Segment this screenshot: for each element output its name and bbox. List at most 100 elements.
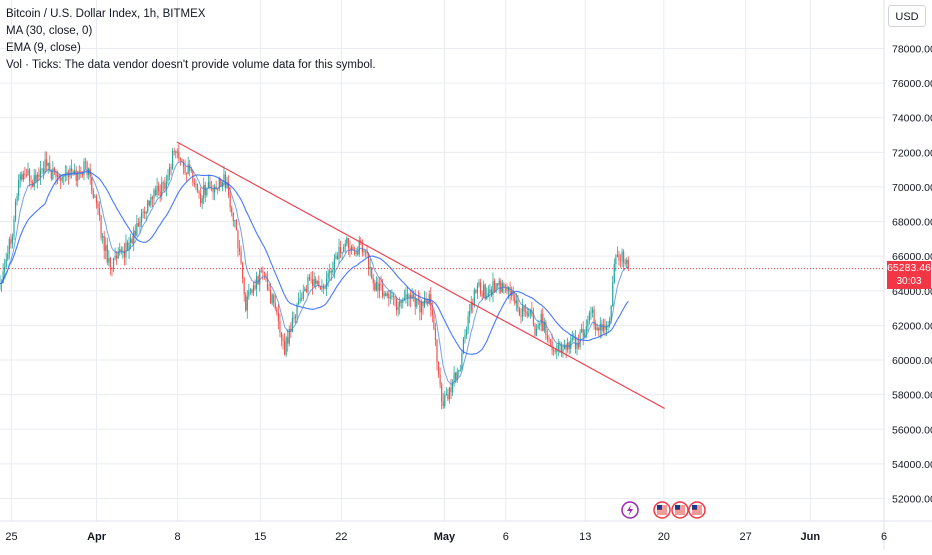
candle-body: [336, 255, 339, 259]
candle-body: [270, 289, 272, 304]
candle-body: [473, 289, 475, 306]
candle-body: [613, 263, 615, 283]
candle-body: [540, 313, 542, 325]
x-tick-label: 22: [335, 531, 347, 543]
candle-body: [419, 300, 421, 313]
candle-body: [453, 372, 455, 383]
candle-body: [154, 189, 157, 196]
candle-body: [170, 167, 172, 169]
candle-body: [235, 219, 237, 231]
candle-body: [343, 246, 345, 252]
candle-body: [383, 293, 385, 297]
candle-body: [190, 170, 192, 171]
candle-body: [237, 230, 239, 249]
ma-indicator-label[interactable]: MA (30, close, 0): [6, 25, 93, 37]
y-tick-label: 62000.00: [892, 320, 932, 332]
candle-body: [484, 284, 486, 300]
candle-body: [279, 321, 281, 333]
candle-body: [371, 267, 373, 279]
candle-body: [596, 327, 598, 330]
candle-body: [450, 387, 452, 393]
candle-body: [91, 177, 93, 191]
candle-body: [427, 301, 429, 304]
candle-body: [626, 260, 628, 264]
candle-body: [47, 162, 49, 166]
candle-body: [441, 384, 443, 402]
candle-body: [50, 170, 52, 179]
candle-body: [571, 337, 573, 341]
candle-body: [105, 245, 107, 251]
candle-body: [217, 188, 219, 190]
candle-body: [605, 326, 608, 331]
candle-body: [204, 185, 206, 196]
candle-body: [434, 329, 437, 340]
candle-body: [4, 266, 6, 272]
candle-body: [588, 313, 591, 321]
candle-body: [500, 280, 502, 293]
trendline[interactable]: [176, 141, 665, 409]
candle-body: [324, 288, 326, 290]
candle-body: [433, 315, 435, 330]
symbol-title[interactable]: Bitcoin / U.S. Dollar Index, 1h, BITMEX: [6, 8, 206, 20]
candle-body: [591, 309, 594, 313]
candle-body: [274, 303, 276, 309]
candle-body: [207, 181, 209, 189]
candle-body: [414, 296, 416, 307]
candle-body: [621, 251, 623, 262]
candle-body: [497, 283, 499, 286]
candle-body: [92, 190, 94, 198]
candle-body: [358, 240, 360, 255]
candle-body: [397, 306, 399, 310]
candle-body: [361, 242, 363, 253]
candle-body: [532, 316, 535, 325]
candle-body: [201, 198, 203, 204]
candle-body: [167, 175, 169, 182]
candle-body: [49, 162, 51, 171]
candle-body: [283, 341, 286, 355]
candle-body: [307, 277, 309, 292]
candle-body: [403, 297, 405, 300]
candle-body: [389, 297, 391, 299]
candle-body: [518, 308, 521, 316]
us-flag-icon[interactable]: [671, 501, 689, 519]
candle-body: [35, 175, 37, 182]
volume-indicator-label[interactable]: Vol · Ticks: The data vendor doesn't pro…: [6, 59, 376, 71]
candle-body: [44, 159, 46, 173]
candle-body: [24, 173, 26, 175]
candle-body: [117, 251, 119, 259]
trendline-layer[interactable]: [176, 141, 665, 409]
candle-body: [212, 188, 214, 193]
ema-indicator-label[interactable]: EMA (9, close): [6, 42, 81, 54]
candle-body: [616, 254, 619, 257]
us-flag-icon[interactable]: [653, 501, 671, 519]
candle-body: [464, 335, 466, 339]
lightning-icon[interactable]: [621, 501, 639, 519]
y-tick-label: 54000.00: [892, 459, 932, 471]
candle-body: [58, 174, 60, 179]
candle-body: [83, 161, 85, 176]
candle-body: [325, 278, 328, 290]
candle-body: [408, 294, 410, 298]
candle-body: [517, 300, 519, 309]
candle-body: [416, 298, 418, 307]
candle-body: [226, 182, 228, 189]
candle-body: [509, 287, 511, 296]
candle-body: [492, 280, 494, 296]
candle-body: [299, 298, 301, 302]
candle-body: [178, 151, 180, 159]
us-flag-icon[interactable]: [688, 501, 706, 519]
candle-body: [395, 298, 398, 310]
currency-button[interactable]: USD: [888, 5, 926, 27]
candle-body: [570, 340, 572, 349]
candle-body: [16, 196, 18, 202]
candle-body: [529, 310, 531, 314]
candle-body: [94, 196, 96, 198]
event-icon-layer[interactable]: [621, 501, 706, 519]
chart-legend: Bitcoin / U.S. Dollar Index, 1h, BITMEX …: [6, 6, 376, 74]
candle-body: [623, 251, 625, 264]
candle-body: [377, 281, 379, 291]
candle-body: [214, 186, 216, 193]
candle-body: [13, 219, 15, 237]
